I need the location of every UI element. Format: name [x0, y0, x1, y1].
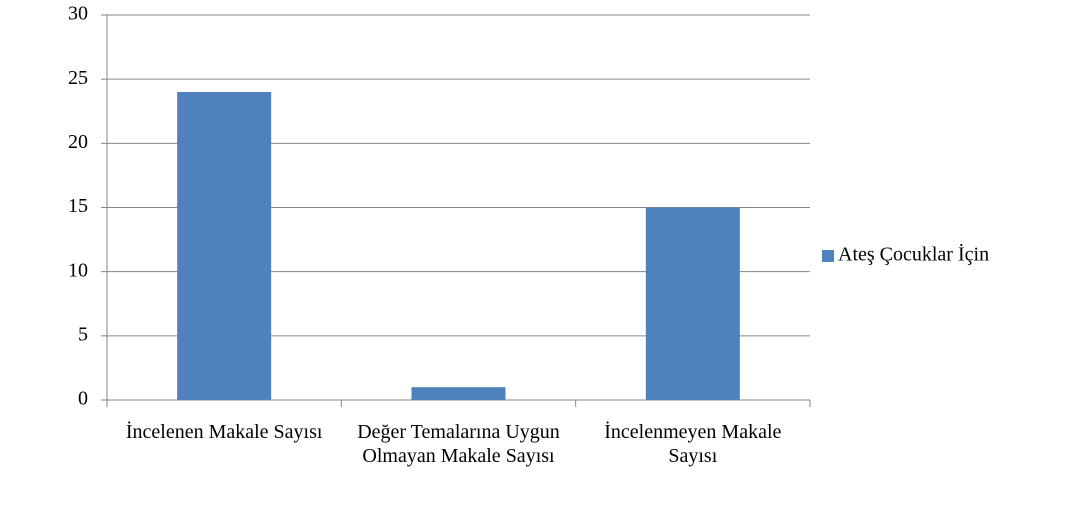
bar	[177, 92, 272, 400]
x-tick-label: Değer Temalarına Uygun Olmayan Makale Sa…	[357, 421, 560, 467]
bar	[645, 207, 740, 400]
y-tick-label: 10	[68, 259, 88, 281]
y-tick-label: 0	[78, 388, 88, 410]
y-tick-label: 25	[68, 67, 88, 89]
y-tick-label: 5	[78, 323, 88, 345]
bar	[411, 387, 506, 400]
x-tick-label: İncelenmeyen Makale Sayısı	[604, 421, 782, 467]
y-tick-label: 30	[68, 3, 88, 25]
legend-swatch	[822, 250, 834, 262]
x-tick-label: İncelenen Makale Sayısı	[125, 421, 323, 443]
y-tick-label: 20	[68, 131, 88, 153]
legend-label: Ateş Çocuklar İçin	[838, 243, 989, 266]
y-tick-label: 15	[68, 195, 88, 217]
